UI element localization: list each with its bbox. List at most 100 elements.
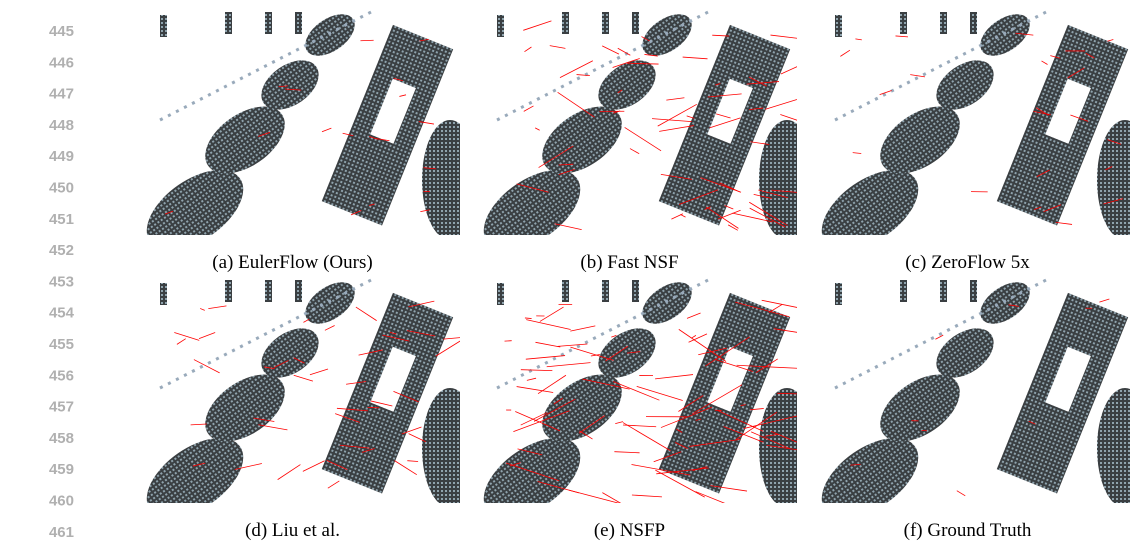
line-number: 458: [49, 430, 74, 447]
flow-line: [625, 127, 661, 150]
pole: [632, 280, 639, 302]
flow-line: [853, 153, 862, 154]
flow-line: [356, 307, 377, 321]
flow-line: [769, 305, 782, 313]
flow-line: [360, 40, 373, 41]
pole: [265, 280, 272, 302]
pole: [835, 283, 842, 305]
line-number: 451: [49, 211, 74, 228]
flow-line: [278, 465, 301, 480]
scene: [470, 6, 815, 266]
flow-line: [602, 493, 642, 516]
flow-line: [957, 491, 965, 496]
line-number: 448: [49, 117, 74, 134]
line-number: 460: [49, 493, 74, 510]
pole: [160, 15, 167, 37]
car: [635, 6, 699, 64]
line-number: 456: [49, 367, 74, 384]
flow-line: [328, 481, 339, 488]
scene: [470, 274, 819, 534]
car: [298, 6, 362, 64]
flow-line: [691, 335, 696, 338]
flow-line: [1042, 61, 1048, 65]
panel-image: (d) Liu et al.: [133, 274, 478, 541]
flow-line: [294, 375, 313, 381]
scene: [133, 274, 478, 534]
line-number: 449: [49, 148, 74, 165]
flow-line: [303, 461, 325, 472]
flow-line: [632, 495, 662, 497]
flow-line: [325, 326, 335, 331]
panel-image: (c) ZeroFlow 5x: [808, 6, 1130, 273]
car: [635, 274, 699, 332]
pole: [835, 15, 842, 37]
car: [973, 274, 1037, 332]
flow-line: [557, 344, 587, 346]
pole: [900, 12, 907, 34]
pole: [940, 12, 947, 34]
flow-line: [781, 61, 809, 74]
flow-line: [407, 461, 418, 462]
line-number: 453: [49, 273, 74, 290]
flow-line: [687, 313, 701, 318]
flow-line: [1056, 222, 1072, 224]
flow-line: [322, 128, 331, 132]
flow-line: [443, 337, 466, 339]
line-number: 445: [49, 23, 74, 40]
flow-line: [521, 370, 552, 371]
line-number: 452: [49, 242, 74, 259]
pole: [497, 283, 504, 305]
scene: [808, 274, 1130, 534]
flow-line: [395, 461, 417, 475]
pole: [295, 280, 302, 302]
flow-line: [840, 50, 850, 56]
pole: [497, 15, 504, 37]
panel-image: (e) NSFP: [470, 274, 819, 541]
flow-line: [547, 363, 591, 367]
scene: [808, 6, 1130, 266]
caption: (f) Ground Truth: [904, 520, 1032, 541]
flow-line: [535, 342, 560, 347]
flow-line: [177, 339, 186, 345]
caption: (c) ZeroFlow 5x: [905, 252, 1030, 273]
panel-image: (b) Fast NSF: [470, 6, 815, 273]
line-number: 457: [49, 399, 74, 416]
flow-line: [525, 318, 532, 319]
flow-line: [602, 46, 619, 54]
flow-line: [523, 21, 551, 30]
line-number: 454: [49, 305, 75, 322]
line-number: 447: [49, 86, 74, 103]
flow-line: [1099, 299, 1109, 302]
flow-line: [615, 422, 623, 424]
flow-line: [258, 425, 287, 430]
flow-line: [524, 106, 534, 111]
flow-line: [1107, 40, 1113, 42]
flow-line: [199, 333, 215, 339]
figure: 4454464474484494504514524534544554564574…: [0, 0, 1130, 541]
car: [298, 274, 362, 332]
flow-line: [655, 375, 693, 379]
pole: [970, 280, 977, 302]
car-right: [1097, 120, 1130, 240]
line-number: 450: [49, 180, 74, 197]
pole: [602, 12, 609, 34]
pole: [295, 12, 302, 34]
pole: [562, 12, 569, 34]
line-number: 446: [49, 54, 74, 71]
caption: (a) EulerFlow (Ours): [212, 252, 372, 273]
flow-line: [910, 75, 925, 77]
pole: [265, 12, 272, 34]
page: 4454464474484494504514524534544554564574…: [0, 0, 1130, 541]
flow-line: [191, 424, 207, 425]
flow-line: [614, 452, 639, 453]
pole: [225, 280, 232, 302]
flow-line: [174, 333, 199, 341]
line-number: 461: [49, 524, 74, 541]
flow-line: [200, 308, 205, 310]
panel-image: (f) Ground Truth: [808, 274, 1130, 541]
flow-line: [666, 98, 684, 100]
flow-line: [652, 119, 692, 122]
pole: [602, 280, 609, 302]
flow-line: [526, 320, 570, 330]
flow-line: [310, 369, 328, 375]
